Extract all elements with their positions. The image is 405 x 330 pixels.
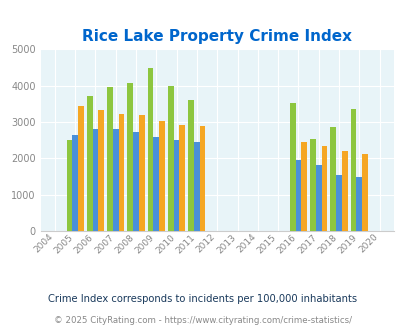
Bar xyxy=(330,127,335,231)
Text: Crime Index corresponds to incidents per 100,000 inhabitants: Crime Index corresponds to incidents per… xyxy=(48,294,357,304)
Bar xyxy=(199,126,205,231)
Bar xyxy=(341,151,347,231)
Bar xyxy=(321,146,326,231)
Bar xyxy=(118,114,124,231)
Bar xyxy=(87,96,92,231)
Bar xyxy=(309,139,315,231)
Bar xyxy=(159,121,164,231)
Bar xyxy=(350,109,356,231)
Bar xyxy=(301,142,306,231)
Bar xyxy=(356,177,361,231)
Bar xyxy=(179,125,185,231)
Bar xyxy=(295,160,301,231)
Bar xyxy=(168,86,173,231)
Bar xyxy=(66,140,72,231)
Bar xyxy=(147,68,153,231)
Bar xyxy=(72,135,78,231)
Bar xyxy=(113,129,118,231)
Bar xyxy=(315,165,321,231)
Text: © 2025 CityRating.com - https://www.cityrating.com/crime-statistics/: © 2025 CityRating.com - https://www.city… xyxy=(54,316,351,325)
Bar xyxy=(98,110,104,231)
Bar xyxy=(133,132,139,231)
Bar xyxy=(289,103,295,231)
Bar xyxy=(188,100,194,231)
Title: Rice Lake Property Crime Index: Rice Lake Property Crime Index xyxy=(82,29,352,44)
Bar xyxy=(78,107,83,231)
Bar xyxy=(194,142,199,231)
Bar xyxy=(107,87,113,231)
Bar xyxy=(139,115,144,231)
Bar xyxy=(335,175,341,231)
Bar xyxy=(127,83,133,231)
Bar xyxy=(361,154,367,231)
Bar xyxy=(92,129,98,231)
Bar xyxy=(153,137,159,231)
Bar xyxy=(173,140,179,231)
